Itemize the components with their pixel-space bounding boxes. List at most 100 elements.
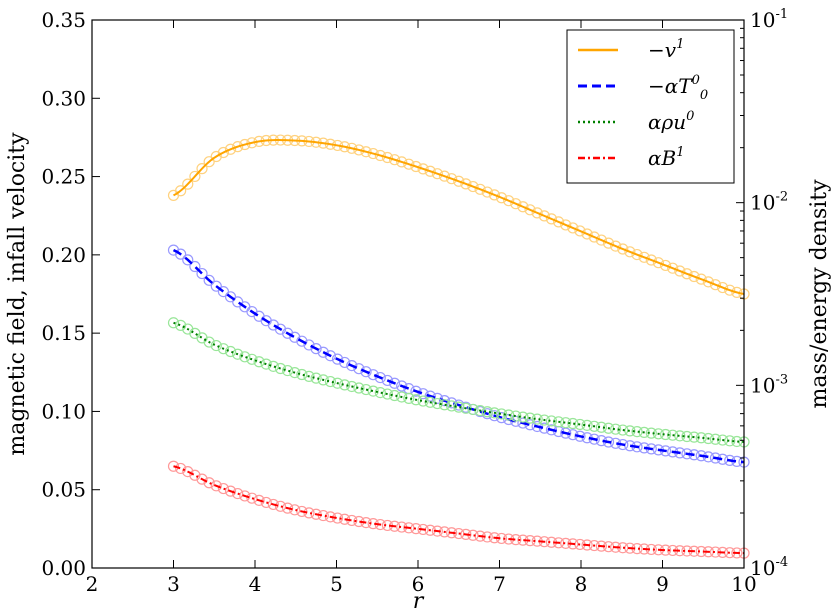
series-marker — [246, 137, 258, 149]
series-marker — [510, 410, 522, 422]
series-marker — [367, 369, 379, 381]
legend-label: αρu0 — [648, 109, 694, 134]
series-marker — [210, 480, 222, 492]
series-marker — [189, 170, 201, 183]
x-tick-label: 10 — [731, 572, 756, 596]
series-marker — [182, 178, 194, 190]
series-marker — [303, 370, 315, 382]
series-marker — [731, 286, 743, 298]
series-marker — [610, 541, 622, 553]
series-marker — [431, 397, 443, 410]
series-marker — [232, 487, 244, 500]
series-marker — [567, 222, 579, 234]
series-marker — [674, 430, 686, 442]
series-3 — [167, 460, 750, 559]
series-marker — [189, 260, 201, 273]
x-tick-label: 3 — [167, 572, 180, 596]
series-marker — [567, 417, 579, 430]
series-marker — [403, 392, 415, 404]
series-marker — [631, 426, 643, 438]
y-axis-right-title: mass/energy density — [807, 179, 832, 409]
series-line — [173, 465, 745, 555]
series-marker — [602, 237, 615, 249]
series-marker — [381, 388, 394, 400]
series-marker — [688, 270, 700, 283]
series-marker — [674, 265, 686, 277]
x-axis-title: r — [413, 589, 425, 613]
series-marker — [310, 372, 322, 384]
series-marker — [296, 505, 308, 518]
series-marker — [659, 428, 672, 441]
series-marker — [203, 336, 215, 348]
y-left-tick-label: 0.25 — [41, 165, 86, 189]
series-marker — [581, 419, 593, 431]
series-marker — [388, 154, 401, 166]
series-marker — [331, 353, 344, 365]
series-marker — [196, 267, 208, 280]
series-marker — [360, 366, 372, 378]
series-marker — [624, 425, 636, 437]
series-marker — [232, 348, 244, 360]
series-marker — [203, 156, 215, 168]
series-marker — [681, 430, 693, 443]
series-marker — [417, 388, 429, 400]
series-marker — [403, 522, 415, 534]
series-marker — [239, 490, 251, 502]
series-marker — [495, 408, 508, 420]
series-marker — [189, 327, 201, 339]
series-marker — [417, 163, 429, 175]
series-marker — [381, 374, 394, 387]
series-marker — [588, 231, 600, 243]
y-left-tick-label: 0.15 — [41, 321, 86, 345]
series-marker — [431, 168, 443, 180]
series-marker — [545, 213, 558, 225]
series-marker — [431, 525, 443, 537]
series-marker — [552, 216, 565, 228]
legend-label: αB1 — [648, 145, 684, 170]
series-marker — [167, 460, 180, 472]
series-marker — [517, 411, 529, 423]
x-tick-label: 7 — [493, 572, 506, 596]
series-marker — [296, 368, 308, 381]
series-marker — [481, 186, 493, 198]
series-marker — [453, 401, 465, 413]
legend: −v1 −αT00 αρu0 αB1 — [566, 29, 735, 184]
series-marker — [724, 284, 736, 296]
series-marker — [396, 380, 408, 392]
series-marker — [267, 360, 279, 372]
series-marker — [367, 147, 379, 160]
series-marker — [224, 485, 237, 497]
series-marker — [581, 539, 593, 551]
y-right-tick-label: 10-1 — [750, 7, 788, 32]
series-marker — [702, 276, 714, 288]
series-marker — [217, 146, 230, 159]
series-marker — [446, 527, 458, 539]
series-marker — [488, 189, 501, 201]
legend-label: −αT00 — [648, 73, 708, 103]
series-marker — [624, 246, 636, 258]
series-marker — [217, 343, 230, 355]
series-marker — [289, 504, 301, 516]
series-marker — [410, 160, 422, 173]
series-marker — [667, 262, 679, 274]
series-marker — [446, 173, 458, 185]
series-marker — [360, 383, 372, 396]
series-marker — [410, 385, 422, 397]
y-left-tick-label: 0.00 — [41, 556, 86, 580]
series-marker — [260, 358, 272, 370]
series-marker — [717, 546, 729, 558]
series-marker — [495, 192, 508, 204]
series-line — [173, 321, 745, 443]
series-marker — [339, 379, 351, 391]
series-marker — [560, 219, 572, 231]
series-marker — [396, 156, 408, 168]
series-marker — [182, 466, 194, 478]
series-marker — [724, 435, 736, 447]
series-marker — [324, 350, 336, 362]
x-tick-label: 8 — [575, 572, 588, 596]
series-marker — [581, 228, 593, 240]
series-marker — [467, 180, 479, 193]
series-marker — [659, 259, 672, 272]
series-marker — [460, 178, 472, 190]
y-left-tick-label: 0.10 — [41, 399, 86, 423]
